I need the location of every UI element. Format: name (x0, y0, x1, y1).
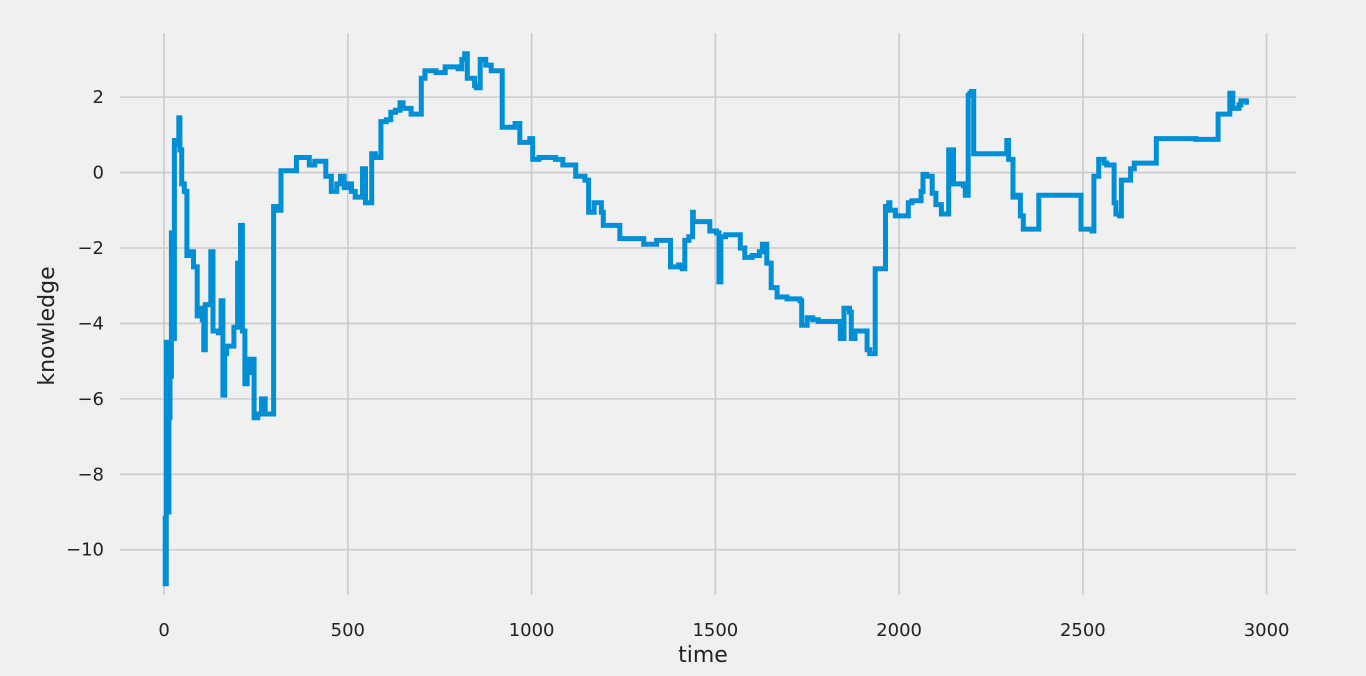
x-tick-label: 0 (158, 620, 169, 641)
y-tick-label: 2 (93, 87, 104, 108)
x-tick-label: 2500 (1060, 620, 1106, 641)
y-tick-label: −4 (77, 313, 104, 334)
x-tick-label: 3000 (1244, 620, 1290, 641)
x-tick-label: 500 (331, 620, 365, 641)
y-tick-label: −6 (77, 389, 104, 410)
y-tick-label: −8 (77, 464, 104, 485)
series-layer (162, 51, 1249, 587)
x-tick-label: 1500 (692, 620, 738, 641)
y-tick-label: −10 (66, 540, 104, 561)
series-line (162, 51, 1249, 587)
x-axis-label: time (678, 643, 728, 668)
tick-labels: 0 500 1000 1500 2000 2500 3000 −10 −8 −6 −4 −2 0 2 (66, 87, 1290, 641)
x-tick-label: 1000 (509, 620, 555, 641)
x-tick-label: 2000 (876, 620, 922, 641)
y-tick-label: −2 (77, 238, 104, 259)
y-tick-label: 0 (93, 163, 104, 184)
y-axis-label: knowledge (35, 266, 60, 385)
grid (120, 33, 1296, 595)
